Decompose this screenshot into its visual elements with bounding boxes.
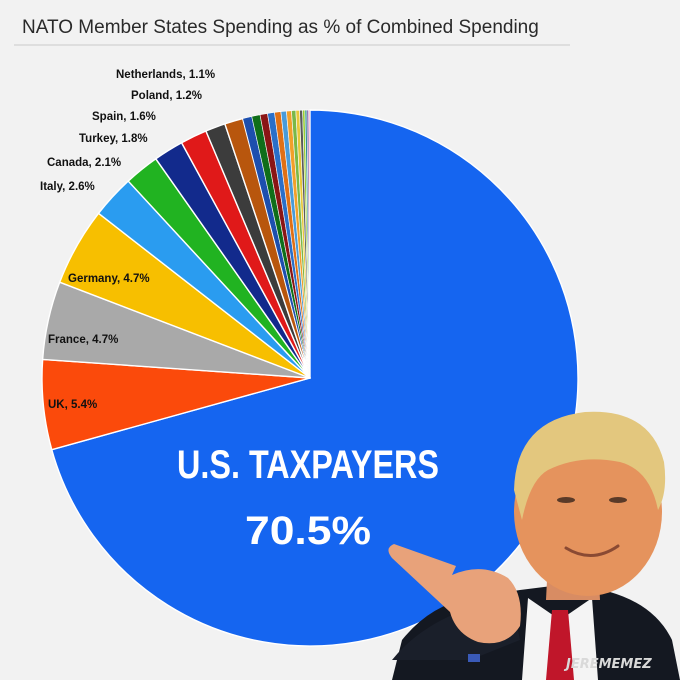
slice-label-turkey: Turkey, 1.8% <box>79 133 148 145</box>
hair <box>514 411 666 520</box>
us-taxpayers-label: U.S. TAXPAYERS <box>177 443 439 487</box>
pie-slice-labels: UK, 5.4% France, 4.7% Germany, 4.7% Italy, … <box>40 69 215 411</box>
pointing-man-illustration <box>388 411 680 680</box>
left-eye <box>557 497 575 503</box>
slice-label-spain: Spain, 1.6% <box>92 111 156 123</box>
watermark-text: JEREMEMEZ <box>563 657 652 672</box>
slice-label-france: France, 4.7% <box>48 334 118 346</box>
flag-pin <box>468 654 480 662</box>
red-tie <box>546 610 574 680</box>
face <box>514 428 662 596</box>
smile <box>564 544 620 557</box>
slice-label-netherlands: Netherlands, 1.1% <box>116 69 215 81</box>
slice-label-germany: Germany, 4.7% <box>68 273 150 285</box>
pie-slice-other-14 <box>308 109 311 379</box>
chart-title: NATO Member States Spending as % of Comb… <box>22 17 539 38</box>
us-percent-label: 70.5% <box>245 509 371 553</box>
slice-label-poland: Poland, 1.2% <box>131 90 202 102</box>
slice-label-canada: Canada, 2.1% <box>47 157 121 169</box>
pie-slices <box>41 109 579 647</box>
pointing-hand <box>388 544 521 644</box>
slice-label-italy: Italy, 2.6% <box>40 181 95 193</box>
slice-label-uk: UK, 5.4% <box>48 399 97 411</box>
right-eye <box>609 497 627 503</box>
